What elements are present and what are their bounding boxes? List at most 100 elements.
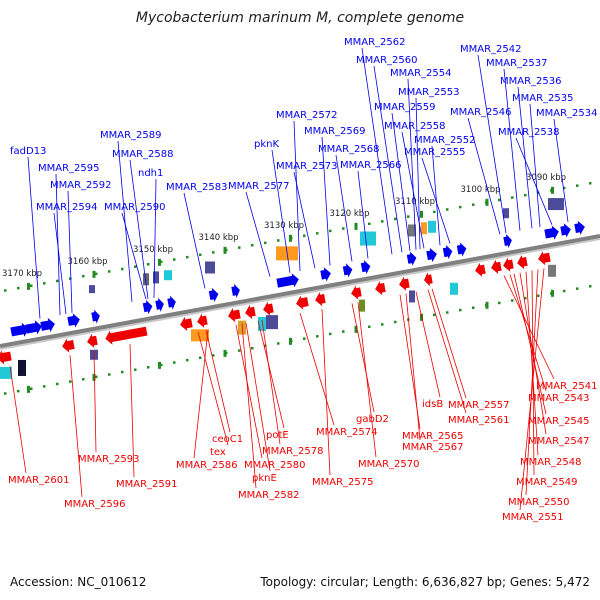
scale-dot-upper xyxy=(511,196,514,199)
reverse-gene-label: MMAR_2601 xyxy=(8,475,70,486)
reverse-gene-leader xyxy=(205,330,231,433)
reverse-gene-leader xyxy=(513,273,547,415)
scale-dot-upper xyxy=(446,208,449,211)
reverse-gene-label: MMAR_2551 xyxy=(502,512,564,523)
feature-box xyxy=(428,220,436,233)
scale-dot-upper xyxy=(134,265,137,268)
scale-dot-upper xyxy=(407,215,410,218)
forward-gene-leader xyxy=(53,212,67,314)
reverse-gene-label: MMAR_2596 xyxy=(64,499,126,510)
reverse-gene-label: MMAR_2575 xyxy=(312,477,374,488)
reverse-gene-arrow xyxy=(62,338,75,353)
forward-gene-arrow xyxy=(155,297,164,312)
scale-dot-lower xyxy=(524,296,527,300)
reverse-gene-label: MMAR_2565 xyxy=(402,431,464,442)
scale-dot-lower xyxy=(160,363,163,367)
scale-tick xyxy=(289,234,292,242)
scale-tick-lower xyxy=(92,373,96,381)
scale-dot-lower xyxy=(381,323,384,326)
forward-gene-label: MMAR_2589 xyxy=(100,130,162,141)
forward-gene-arrow xyxy=(320,267,331,282)
scale-dot-upper xyxy=(30,284,33,287)
reverse-gene-leader xyxy=(69,355,83,498)
reverse-gene-label: MMAR_2580 xyxy=(244,460,306,471)
scale-tick-lower xyxy=(289,337,292,345)
forward-gene-label: MMAR_2552 xyxy=(414,135,476,146)
scale-tick-label: 3150 kbp xyxy=(133,245,173,255)
scale-dot-lower xyxy=(238,349,241,352)
forward-gene-leader xyxy=(553,118,569,222)
scale-dot-lower xyxy=(589,285,592,288)
forward-gene-leader xyxy=(293,120,301,272)
scale-dot-upper xyxy=(433,210,436,214)
forward-gene-arrow xyxy=(574,220,585,235)
scale-dot-upper xyxy=(95,272,98,276)
reverse-gene-arrow xyxy=(180,316,193,331)
scale-tick xyxy=(485,198,489,206)
feature-box xyxy=(258,316,266,331)
scale-dot-upper xyxy=(537,191,540,195)
reverse-gene-label: idsB xyxy=(422,399,443,410)
reverse-gene-arrow xyxy=(315,292,326,307)
reverse-gene-leader xyxy=(129,344,135,478)
scale-dot-upper xyxy=(329,229,332,233)
forward-gene-label: MMAR_2583 xyxy=(166,182,228,193)
forward-gene-leader xyxy=(129,159,149,299)
reverse-gene-leader xyxy=(261,319,281,445)
forward-gene-label: MMAR_2558 xyxy=(384,121,446,132)
reverse-gene-leader xyxy=(351,303,375,413)
forward-gene-arrow xyxy=(442,244,453,260)
reverse-gene-leader xyxy=(531,270,535,476)
scale-dot-lower xyxy=(498,301,501,305)
feature-box xyxy=(450,282,458,295)
scale-dot-upper xyxy=(82,274,85,278)
forward-gene-leader xyxy=(245,191,271,277)
reverse-gene-arrow xyxy=(475,262,486,277)
reverse-gene-arrow xyxy=(105,326,148,345)
reverse-gene-arrow xyxy=(375,281,386,296)
scale-dot-upper xyxy=(251,243,254,247)
forward-gene-leader xyxy=(361,47,393,255)
scale-tick xyxy=(223,246,227,254)
forward-gene-arrow xyxy=(503,233,512,249)
feature-box xyxy=(18,359,26,376)
feature-box xyxy=(408,224,416,237)
reverse-gene-label: MMAR_2561 xyxy=(448,415,510,426)
forward-gene-leader xyxy=(503,68,521,231)
scale-dot-upper xyxy=(394,217,397,221)
forward-gene-label: MMAR_2536 xyxy=(500,76,562,87)
reverse-gene-leader xyxy=(245,322,271,472)
scale-dot-upper xyxy=(212,251,215,254)
scale-tick xyxy=(158,258,161,266)
reverse-gene-label: MMAR_2541 xyxy=(536,381,598,392)
feature-box xyxy=(266,315,278,330)
scale-dot-lower xyxy=(147,366,150,369)
reverse-gene-arrow xyxy=(197,313,208,328)
scale-tick-label: 3130 kbp xyxy=(264,221,304,231)
scale-tick-lower xyxy=(27,385,30,393)
scale-dot-lower xyxy=(563,289,566,293)
reverse-gene-arrow xyxy=(87,333,98,348)
scale-dot-upper xyxy=(498,198,501,202)
scale-tick-label: 3090 kbp xyxy=(526,173,566,183)
scale-dot-upper xyxy=(277,239,280,242)
scale-dot-lower xyxy=(199,356,202,360)
forward-gene-arrow xyxy=(560,223,571,238)
scale-dot-upper xyxy=(576,184,579,187)
scale-dot-lower xyxy=(134,368,137,371)
topology-text: Topology: circular; Length: 6,636,827 bp… xyxy=(260,575,590,589)
forward-gene-leader xyxy=(467,117,501,235)
forward-gene-arrow xyxy=(10,322,29,337)
reverse-gene-leader xyxy=(525,271,539,456)
forward-gene-label: MMAR_2588 xyxy=(112,149,174,160)
reverse-gene-label: MMAR_2574 xyxy=(316,427,378,438)
feature-box xyxy=(89,285,95,294)
forward-gene-leader xyxy=(477,54,507,234)
scale-dot-lower xyxy=(316,335,319,338)
scale-dot-upper xyxy=(472,203,475,206)
reverse-gene-leader xyxy=(299,312,335,426)
forward-gene-label: MMAR_2542 xyxy=(460,44,522,55)
reverse-gene-arrow xyxy=(503,257,514,272)
reverse-gene-label: tex xyxy=(210,447,226,458)
forward-gene-label: MMAR_2560 xyxy=(356,55,418,66)
